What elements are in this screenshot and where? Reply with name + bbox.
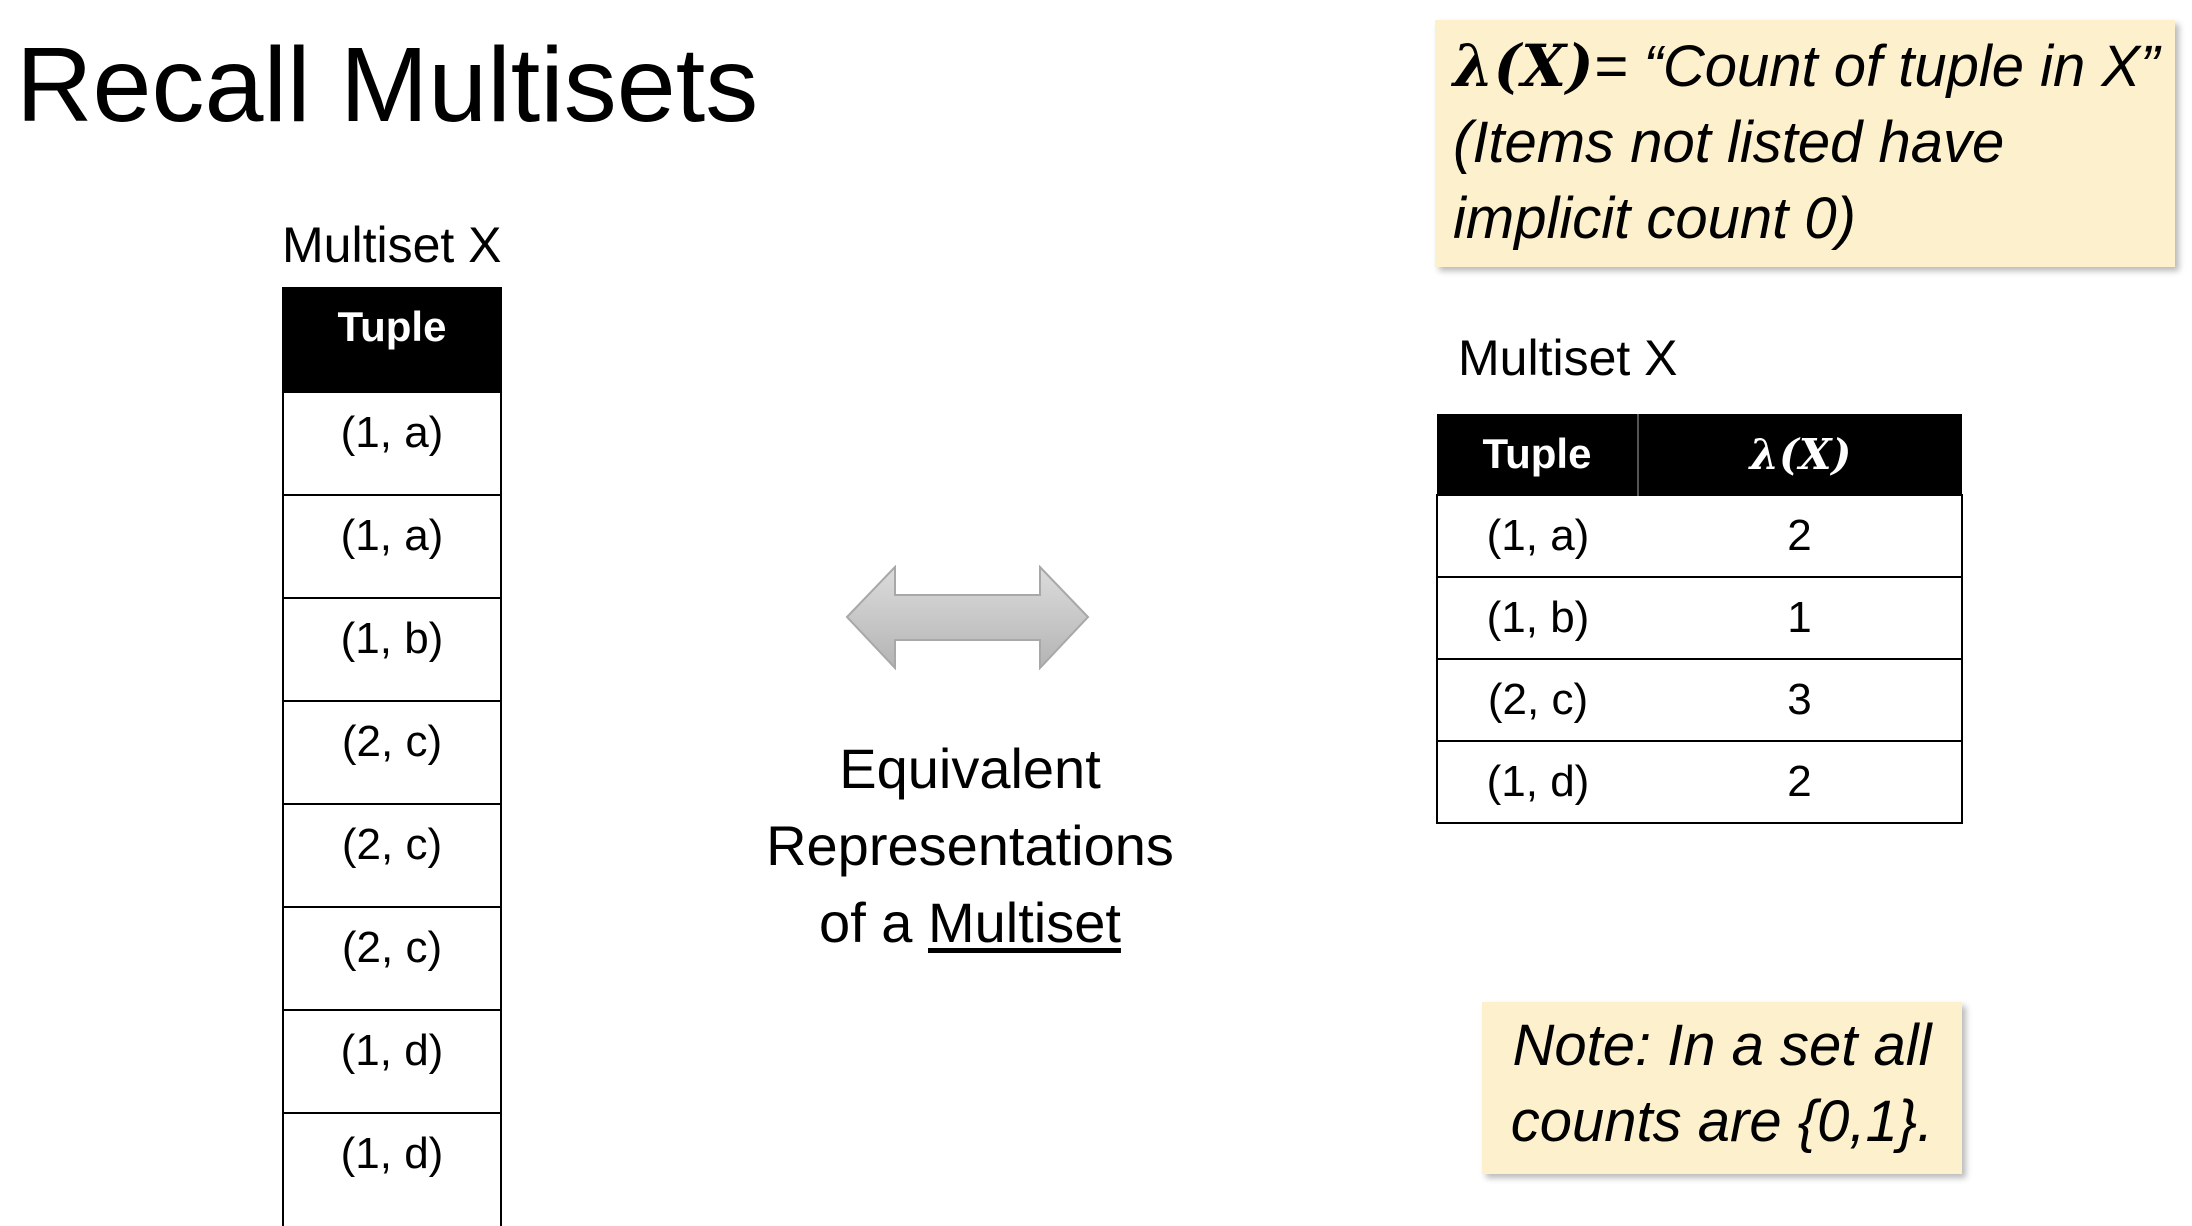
definition-text: = “Count of tuple in X” — [1593, 34, 2160, 99]
count-column-header: λ(X) — [1638, 414, 1962, 495]
table-row: (1, a) — [284, 391, 500, 494]
right-table-caption: Multiset X — [1458, 330, 1678, 386]
definition-line-2: (Items not listed have — [1453, 110, 2005, 175]
tuple-cell: (1, a) — [1436, 494, 1638, 578]
table-row: (1, d) 2 — [1436, 740, 1963, 824]
double-arrow-icon — [845, 565, 1090, 670]
table-row: (1, a) — [284, 494, 500, 597]
multiset-list-table: Tuple (1, a) (1, a) (1, b) (2, c) (2, c)… — [282, 287, 502, 1226]
set-note-line-2: counts are {0,1}. — [1510, 1089, 1934, 1154]
equivalence-line-3-prefix: of a — [819, 891, 929, 954]
table-row: (1, a) 2 — [1436, 494, 1963, 578]
definition-line-1: λ(X)= “Count of tuple in X” — [1453, 28, 2160, 105]
table-row: (2, c) — [284, 906, 500, 1009]
table-row: (2, c) — [284, 803, 500, 906]
tuple-cell: (1, d) — [1436, 740, 1638, 824]
tuple-cell: (2, c) — [1436, 658, 1638, 742]
equivalence-line-3: of a Multiset — [720, 884, 1220, 961]
multiset-count-table: Tuple λ(X) (1, a) 2 (1, b) 1 (2, c) 3 (1… — [1436, 414, 1963, 824]
table-row: (2, c) — [284, 700, 500, 803]
table-row: (1, d) — [284, 1009, 500, 1112]
multiset-term: Multiset — [928, 891, 1121, 954]
set-note-line-1: Note: In a set all — [1512, 1013, 1932, 1078]
left-table-caption: Multiset X — [282, 217, 502, 273]
tuple-column-header: Tuple — [1437, 414, 1639, 495]
count-cell: 1 — [1638, 576, 1963, 660]
table-row: (1, d) — [284, 1112, 500, 1215]
table-row: (1, b) 1 — [1436, 576, 1963, 660]
slide-title: Recall Multisets — [16, 26, 759, 144]
equivalence-line-2: Representations — [766, 814, 1174, 877]
definition-line-3: implicit count 0) — [1453, 186, 1856, 251]
count-definition-note: λ(X)= “Count of tuple in X” (Items not l… — [1435, 20, 2175, 267]
count-cell: 3 — [1638, 658, 1963, 742]
tuple-cell: (1, b) — [1436, 576, 1638, 660]
equivalence-line-1: Equivalent — [839, 737, 1101, 800]
left-table-header: Tuple — [284, 287, 500, 391]
count-cell: 2 — [1638, 494, 1963, 578]
lambda-symbol: λ(X) — [1453, 32, 1594, 100]
set-counts-note: Note: In a set all counts are {0,1}. — [1482, 1002, 1962, 1174]
count-cell: 2 — [1638, 740, 1963, 824]
table-row: (2, c) 3 — [1436, 658, 1963, 742]
equivalence-caption: Equivalent Representations of a Multiset — [720, 730, 1220, 961]
table-row: (1, b) — [284, 597, 500, 700]
